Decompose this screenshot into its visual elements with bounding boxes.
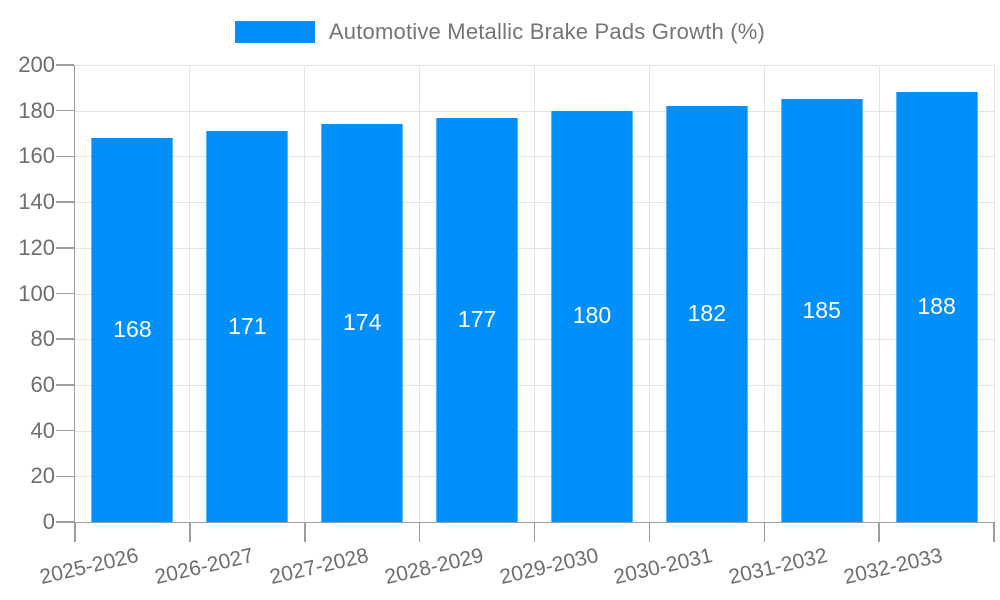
y-tick-label: 120	[18, 234, 55, 260]
x-axis-tick	[763, 522, 765, 542]
x-tick-label: 2032-2033	[841, 544, 945, 590]
legend-swatch	[234, 21, 315, 43]
x-axis-tick	[189, 522, 191, 542]
y-tick-label: 60	[30, 371, 55, 397]
bar-value-label: 185	[802, 296, 841, 323]
bar-value-label: 168	[113, 316, 152, 343]
y-axis-tick	[55, 429, 74, 432]
bar-value-label: 174	[343, 309, 382, 336]
y-tick-label: 200	[18, 52, 55, 77]
y-axis-tick	[55, 155, 74, 158]
x-tick-label: 2027-2028	[267, 544, 371, 590]
x-tick-label: 2031-2032	[726, 544, 830, 590]
y-tick-label: 80	[30, 326, 55, 352]
bar-value-label: 188	[917, 293, 956, 320]
bar: 185	[780, 99, 863, 522]
y-tick-label: 140	[18, 189, 55, 215]
y-axis-tick	[55, 109, 74, 112]
x-gridline	[763, 65, 765, 522]
chart-legend: Automotive Metallic Brake Pads Growth (%…	[0, 19, 1000, 45]
x-gridline	[993, 65, 995, 522]
y-tick-label: 160	[18, 143, 55, 169]
x-gridline	[419, 65, 421, 522]
x-axis-tick	[533, 522, 536, 542]
chart-title: Automotive Metallic Brake Pads Growth (%…	[328, 19, 766, 44]
x-tick-label: 2026-2027	[152, 544, 256, 590]
x-gridline	[648, 65, 650, 522]
y-axis-tick	[55, 475, 74, 478]
x-axis-tick	[993, 522, 995, 542]
bar: 182	[665, 106, 748, 522]
x-tick-label: 2028-2029	[382, 544, 486, 590]
x-axis-labels: 2025-2026 2026-2027 2027-2028 2028-2029 2029…	[38, 522, 994, 600]
x-axis-tick	[418, 522, 421, 542]
bar: 180	[550, 110, 633, 522]
y-axis-tick	[55, 247, 74, 249]
bar: 188	[895, 92, 978, 522]
x-gridline	[304, 65, 306, 522]
x-axis-tick	[648, 522, 651, 542]
y-axis-tick	[55, 292, 74, 295]
bar: 174	[321, 124, 404, 522]
bar-value-label: 180	[572, 302, 612, 329]
y-tick-label: 40	[30, 417, 55, 443]
bar: 168	[91, 138, 174, 522]
x-axis-tick	[304, 522, 306, 542]
y-axis-tick	[55, 521, 74, 523]
x-axis-tick	[74, 522, 76, 542]
bar: 171	[206, 131, 289, 522]
bar-value-label: 182	[687, 300, 726, 327]
y-tick-label: 0	[42, 509, 55, 534]
y-axis-tick	[55, 338, 74, 340]
x-gridline	[878, 65, 880, 522]
bar: 177	[436, 117, 519, 522]
y-axis-tick	[55, 64, 74, 66]
y-axis-tick	[55, 384, 74, 386]
y-tick-label: 20	[30, 463, 55, 489]
plot-area: 0 20 40 60 80 100 120 140 160 180 200 168 171 174 177 1…	[18, 53, 995, 589]
y-tick-label: 100	[18, 280, 55, 306]
x-gridline	[534, 65, 535, 522]
y-tick-label: 180	[18, 97, 55, 123]
bar-value-label: 171	[228, 312, 267, 339]
x-tick-label: 2030-2031	[611, 544, 715, 590]
x-tick-label: 2029-2030	[497, 544, 601, 590]
x-axis-tick	[878, 522, 880, 542]
x-tick-label: 2025-2026	[37, 544, 141, 590]
y-axis-tick	[55, 201, 74, 203]
bar-value-label: 177	[457, 305, 497, 332]
x-gridline	[189, 65, 191, 522]
